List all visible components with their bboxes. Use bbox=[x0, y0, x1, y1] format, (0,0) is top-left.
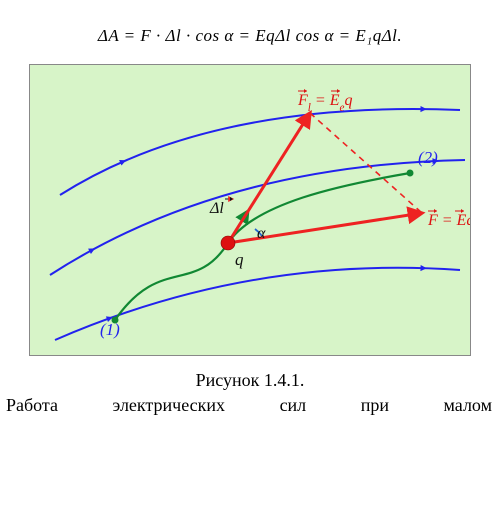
caption-word: малом bbox=[444, 395, 492, 416]
caption-word: электрических bbox=[113, 395, 225, 416]
figure-caption: Работа электрических сил при малом bbox=[0, 395, 500, 416]
field-diagram: (1)(2)qαΔlF = EqFl = Eeq bbox=[29, 64, 471, 356]
caption-word: сил bbox=[280, 395, 307, 416]
figure-number: Рисунок 1.4.1. bbox=[0, 370, 500, 391]
svg-text:Δl: Δl bbox=[209, 200, 224, 217]
svg-text:F = Eq: F = Eq bbox=[427, 212, 470, 229]
svg-text:(1): (1) bbox=[100, 320, 120, 339]
diagram-svg: (1)(2)qαΔlF = EqFl = Eeq bbox=[30, 65, 470, 355]
svg-text:q: q bbox=[235, 250, 244, 269]
caption-word: Работа bbox=[6, 395, 58, 416]
caption-word: при bbox=[361, 395, 389, 416]
work-formula: ΔA = F · Δl · cos α = EqΔl cos α = E₁qΔl… bbox=[0, 26, 500, 46]
svg-text:α: α bbox=[257, 225, 266, 242]
svg-text:(2): (2) bbox=[418, 148, 438, 167]
